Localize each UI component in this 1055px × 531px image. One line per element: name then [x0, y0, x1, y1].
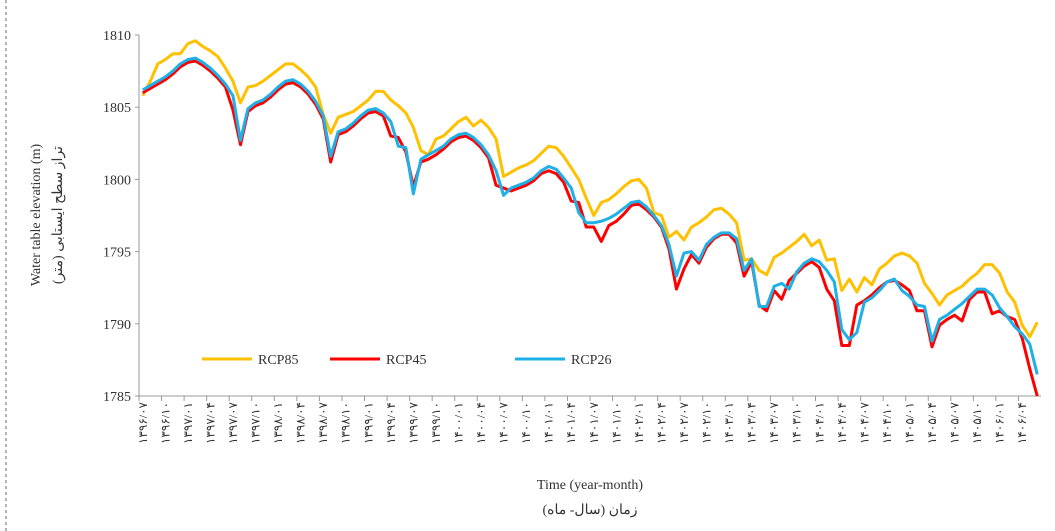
x-tick-label: ۱۳۹۹/۰۱ [361, 402, 375, 444]
y-title: Water table elevation (m) [29, 144, 44, 287]
x-tick-label: ۱۴۰۰/۰۷ [497, 401, 511, 444]
x-tick-label: ۱۴۰۵/۰۷ [948, 401, 962, 444]
x-title-fa: زمان (سال- ماه) [542, 503, 637, 518]
x-tick-label: ۱۴۰۲/۰۱ [632, 402, 646, 444]
y-tick-label: 1790 [103, 318, 131, 333]
x-tick-label: ۱۳۹۹/۰۴ [384, 402, 398, 444]
x-tick-label: ۱۴۰۵/۰۱ [902, 402, 916, 444]
legend-label: RCP85 [258, 353, 298, 368]
x-tick-label: ۱۳۹۶/۰۷ [136, 401, 150, 444]
x-tick-label: ۱۴۰۱/۰۱ [542, 402, 556, 444]
x-tick-label: ۱۳۹۶/۱۰ [158, 402, 172, 444]
x-tick-label: ۱۴۰۰/۱۰ [519, 402, 533, 444]
x-tick-label: ۱۳۹۹/۰۷ [406, 401, 420, 444]
x-title: Time (year-month) [537, 478, 643, 493]
series-line [142, 56, 1039, 375]
x-tick-label: ۱۳۹۸/۰۴ [294, 402, 308, 444]
x-tick-label: ۱۴۰۲/۰۷ [677, 401, 691, 444]
x-tick-label: ۱۴۰۵/۱۰ [970, 402, 984, 444]
series-line [142, 59, 1039, 397]
x-tick-label: ۱۴۰۳/۰۱ [722, 402, 736, 444]
series-line [141, 39, 1039, 339]
y-tick-label: 1785 [103, 390, 131, 405]
x-tick-label: ۱۴۰۶/۰۱ [993, 402, 1007, 444]
y-tick-label: 1805 [103, 101, 131, 116]
x-tick-label: ۱۴۰۲/۱۰ [700, 402, 714, 444]
x-tick-label: ۱۴۰۳/۰۷ [767, 401, 781, 444]
x-tick-label: ۱۴۰۱/۱۰ [609, 402, 623, 444]
x-tick-label: ۱۳۹۷/۰۱ [181, 402, 195, 444]
x-tick-label: ۱۴۰۴/۰۴ [835, 402, 849, 444]
x-tick-label: ۱۴۰۰/۰۱ [451, 402, 465, 444]
x-tick-label: ۱۴۰۴/۰۷ [857, 401, 871, 444]
x-tick-label: ۱۴۰۱/۰۴ [564, 402, 578, 444]
legend-label: RCP26 [571, 353, 611, 368]
y-tick-label: 1810 [103, 29, 131, 44]
x-tick-label: ۱۴۰۳/۱۰ [790, 402, 804, 444]
x-tick-label: ۱۴۰۶/۰۴ [1015, 402, 1029, 444]
x-tick-label: ۱۴۰۴/۰۱ [812, 402, 826, 444]
x-tick-label: ۱۴۰۲/۰۴ [654, 402, 668, 444]
x-tick-label: ۱۳۹۷/۱۰ [249, 402, 263, 444]
legend-label: RCP45 [386, 353, 426, 368]
x-tick-label: ۱۳۹۸/۰۷ [316, 401, 330, 444]
x-tick-label: ۱۴۰۳/۰۴ [745, 402, 759, 444]
x-tick-label: ۱۳۹۸/۰۱ [271, 402, 285, 444]
y-tick-label: 1800 [103, 173, 131, 188]
x-tick-label: ۱۴۰۰/۰۴ [474, 402, 488, 444]
x-tick-label: ۱۴۰۴/۱۰ [880, 402, 894, 444]
x-tick-label: ۱۳۹۸/۱۰ [339, 402, 353, 444]
x-tick-label: ۱۳۹۷/۰۷ [226, 401, 240, 444]
x-tick-label: ۱۳۹۹/۱۰ [429, 402, 443, 444]
y-title-fa: تراز سطح ایستابی (متر) [51, 146, 66, 284]
x-tick-label: ۱۴۰۵/۰۴ [925, 402, 939, 444]
x-tick-label: ۱۳۹۷/۰۴ [203, 402, 217, 444]
x-tick-label: ۱۴۰۱/۰۷ [587, 401, 601, 444]
y-tick-label: 1795 [103, 246, 131, 261]
